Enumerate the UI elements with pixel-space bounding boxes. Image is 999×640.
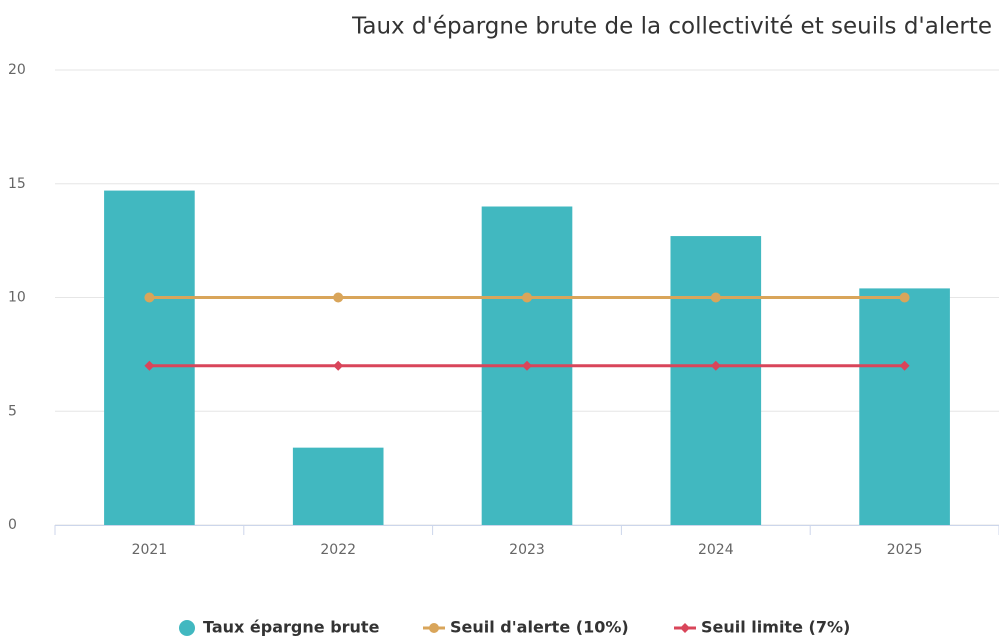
legend-label: Seuil d'alerte (10%) xyxy=(450,618,629,637)
point xyxy=(899,360,910,371)
point xyxy=(710,360,721,371)
legend-swatch xyxy=(179,620,195,636)
y-tick-label: 20 xyxy=(8,62,26,78)
point xyxy=(899,292,910,303)
point xyxy=(144,360,155,371)
bar xyxy=(292,447,384,525)
bar xyxy=(104,190,195,525)
x-tick-label: 2022 xyxy=(320,542,356,558)
y-tick-label: 10 xyxy=(8,290,26,306)
x-tick-label: 2025 xyxy=(887,542,923,558)
point xyxy=(333,360,344,371)
bar xyxy=(670,236,762,525)
bar xyxy=(859,288,950,525)
x-tick-label: 2023 xyxy=(509,542,545,558)
y-tick-label: 15 xyxy=(8,176,26,192)
legend-label: Taux épargne brute xyxy=(203,618,380,637)
y-tick-label: 5 xyxy=(8,403,17,419)
legend-label: Seuil limite (7%) xyxy=(701,618,850,637)
x-tick-label: 2024 xyxy=(698,542,734,558)
legend-swatch xyxy=(429,623,439,633)
point xyxy=(333,292,344,303)
point xyxy=(522,292,532,303)
legend-swatch xyxy=(680,623,690,633)
y-tick-label: 0 xyxy=(8,517,17,533)
x-tick-label: 2021 xyxy=(132,542,168,558)
point xyxy=(522,360,532,371)
point xyxy=(710,292,721,303)
chart-title: Taux d'épargne brute de la collectivité … xyxy=(351,14,992,40)
point xyxy=(144,292,155,303)
